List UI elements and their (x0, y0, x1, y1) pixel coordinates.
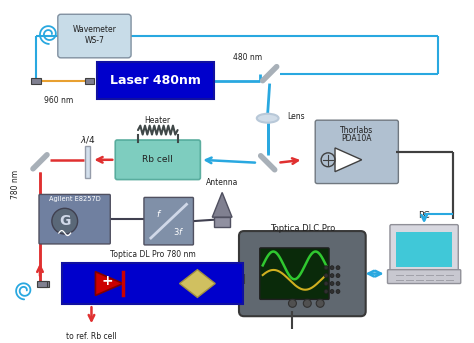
Text: WS-7: WS-7 (84, 36, 104, 46)
Ellipse shape (257, 114, 279, 123)
Circle shape (330, 266, 334, 270)
Text: Laser 480nm: Laser 480nm (110, 74, 201, 87)
Circle shape (324, 274, 328, 277)
Polygon shape (335, 148, 362, 172)
FancyBboxPatch shape (387, 270, 461, 284)
Text: 780 nm: 780 nm (11, 170, 20, 199)
Bar (214, 217, 230, 227)
Text: Heater: Heater (145, 116, 171, 125)
FancyBboxPatch shape (144, 198, 193, 245)
Polygon shape (212, 192, 232, 217)
Text: Thorlabs: Thorlabs (340, 126, 374, 134)
Circle shape (336, 289, 340, 294)
Circle shape (336, 266, 340, 270)
Circle shape (303, 299, 311, 307)
Text: Lens: Lens (288, 112, 305, 121)
Text: PC: PC (418, 211, 430, 220)
Text: $3f$: $3f$ (173, 226, 184, 237)
Bar (396, 232, 452, 267)
Text: to ref. Rb cell: to ref. Rb cell (66, 332, 117, 341)
FancyBboxPatch shape (390, 225, 458, 273)
Text: Antenna: Antenna (206, 178, 238, 187)
Circle shape (324, 282, 328, 285)
Bar (98, 62, 214, 99)
Text: Wavemeter: Wavemeter (73, 25, 117, 34)
FancyBboxPatch shape (260, 248, 329, 299)
Text: PDA10A: PDA10A (342, 134, 372, 143)
Polygon shape (180, 270, 215, 297)
Text: Toptica DL Pro 780 nm: Toptica DL Pro 780 nm (110, 250, 196, 259)
Circle shape (324, 266, 328, 270)
Circle shape (324, 289, 328, 294)
Bar (62, 263, 244, 304)
Bar (39, 281, 49, 286)
Text: Toptica DLC Pro: Toptica DLC Pro (270, 224, 335, 233)
Circle shape (316, 299, 324, 307)
Circle shape (52, 208, 78, 234)
Text: $f$: $f$ (155, 208, 162, 219)
Text: $\lambda$/4: $\lambda$/4 (80, 134, 95, 145)
FancyBboxPatch shape (315, 120, 398, 184)
Text: Rb cell: Rb cell (142, 155, 173, 164)
Bar (84, 78, 94, 84)
FancyBboxPatch shape (58, 14, 131, 58)
Text: 480 nm: 480 nm (233, 53, 263, 62)
Bar (84, 146, 91, 178)
Circle shape (330, 274, 334, 277)
Polygon shape (95, 272, 123, 295)
Bar (31, 78, 41, 84)
Text: G: G (59, 214, 71, 228)
Bar (37, 281, 47, 286)
FancyBboxPatch shape (115, 140, 201, 180)
Text: Agilent E8257D: Agilent E8257D (49, 197, 100, 202)
Circle shape (336, 274, 340, 277)
Text: 960 nm: 960 nm (44, 96, 73, 105)
Text: +: + (101, 274, 113, 287)
Circle shape (289, 299, 296, 307)
Circle shape (336, 282, 340, 285)
FancyBboxPatch shape (39, 194, 110, 244)
Circle shape (330, 289, 334, 294)
Circle shape (330, 282, 334, 285)
FancyBboxPatch shape (239, 231, 366, 316)
